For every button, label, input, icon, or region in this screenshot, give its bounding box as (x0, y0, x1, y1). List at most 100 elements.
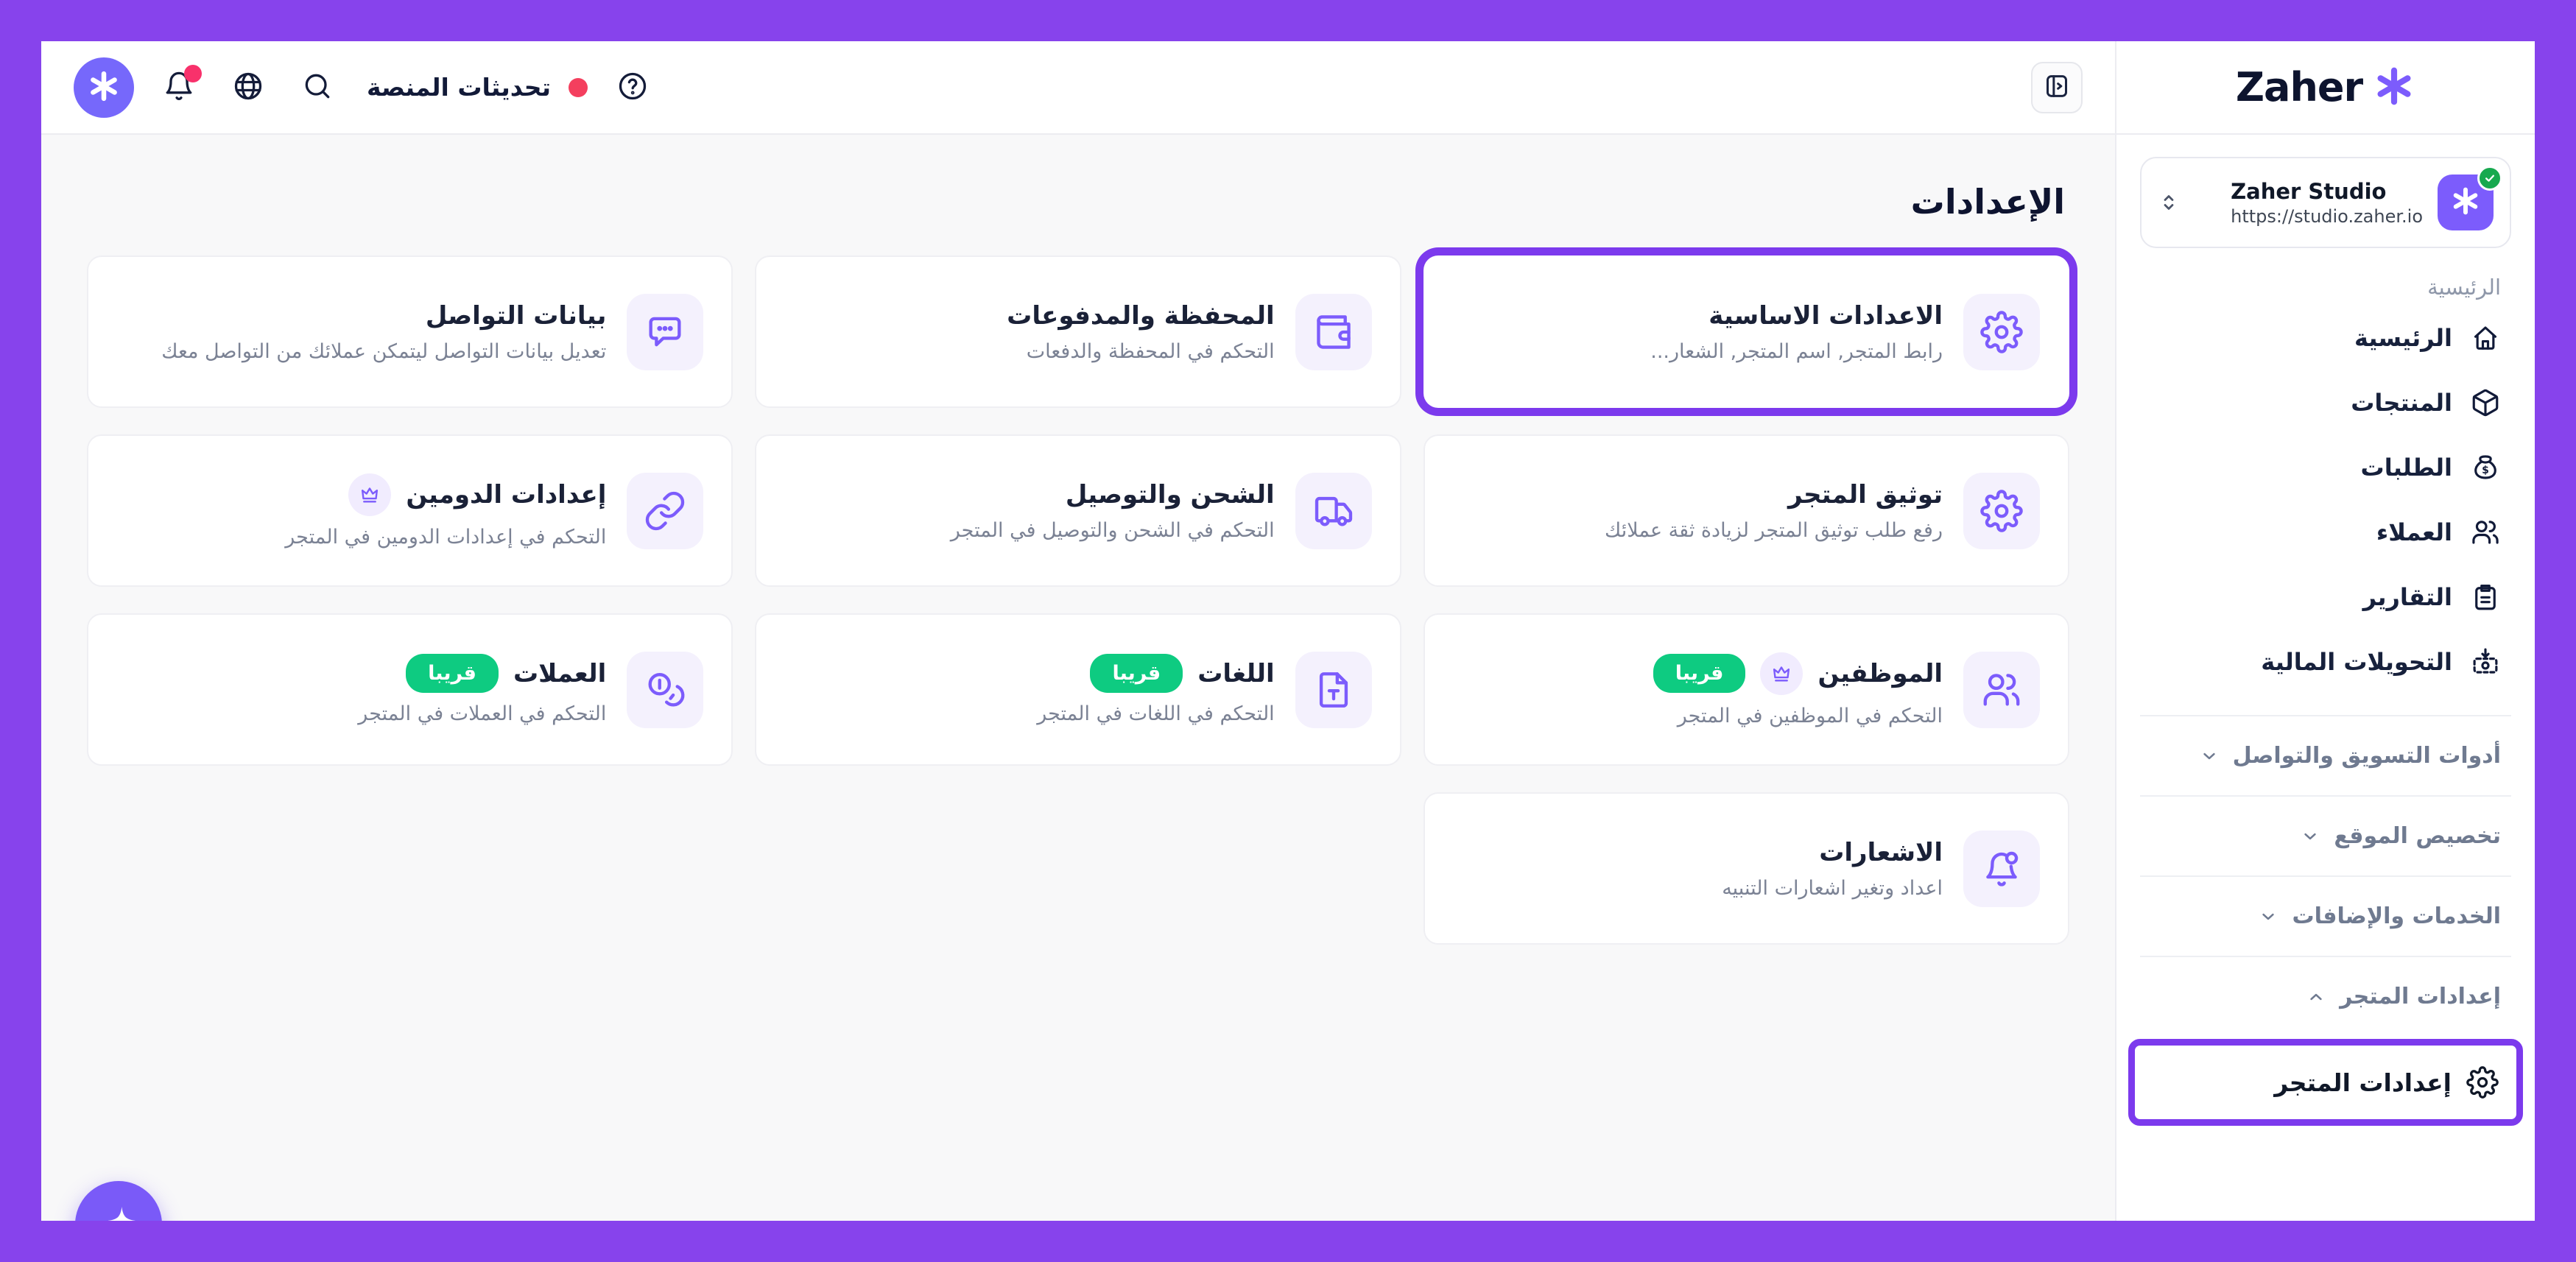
sidebar-group-customize-site[interactable]: تخصيص الموقع (2140, 795, 2511, 875)
card-text: الشحن والتوصيل التحكم في الشحن والتوصيل ف… (951, 480, 1275, 542)
chevron-down-icon (2199, 746, 2220, 766)
settings-card-languages[interactable]: اللغات قريبا التحكم في اللغات في المتجر (755, 613, 1401, 766)
sidebar-body: Zaher Studio https://studio.zaher.io الر… (2116, 135, 2535, 1221)
zaher-logo-mark[interactable] (74, 57, 134, 118)
settings-card-currencies[interactable]: العملات قريبا التحكم في العملات في المتجر (87, 613, 733, 766)
sidebar-group-store-settings[interactable]: إعدادات المتجر (2140, 956, 2511, 1036)
store-avatar (2438, 166, 2502, 230)
card-subtitle: رفع طلب توثيق المتجر لزيادة ثقة عملائك (1605, 518, 1943, 542)
card-subtitle: التحكم في العملات في المتجر (358, 702, 607, 725)
card-text: الاشعارات اعداد وتغير اشعارات التنبيه (1722, 838, 1943, 900)
wallet-icon (1295, 293, 1372, 370)
sidebar-item-label: التقارير (2362, 583, 2452, 611)
gear-icon (1963, 293, 2040, 370)
card-subtitle: التحكم في الموظفين في المتجر (1677, 704, 1943, 727)
panel-collapse-icon (2042, 71, 2072, 103)
card-text: الموظفين قريبا التحكم في الموظفين في المتج… (1653, 652, 1943, 727)
search-icon (301, 70, 334, 105)
chevron-updown-icon[interactable] (2158, 190, 2180, 215)
card-title: الموظفين (1817, 658, 1943, 688)
users-icon (2470, 517, 2501, 548)
asterisk-icon (87, 69, 121, 106)
money-bag-icon: $ (2470, 452, 2501, 483)
sidebar-item-products[interactable]: المنتجات (2140, 370, 2511, 435)
settings-card-domain-settings[interactable]: إعدادات الدومين التحكم في إعدادات الدومين… (87, 434, 733, 587)
sidebar-group-label: أدوات التسويق والتواصل (2232, 743, 2501, 769)
chat-icon (627, 293, 704, 370)
sidebar-item-reports[interactable]: التقارير (2140, 565, 2511, 630)
globe-icon (232, 70, 264, 105)
sidebar-item-label: المنتجات (2351, 389, 2452, 417)
card-text: بيانات التواصل تعديل بيانات التواصل ليتمك… (161, 301, 606, 363)
settings-card-wallet-payments[interactable]: المحفظة والمدفوعات التحكم في المحفظة والد… (755, 255, 1401, 408)
sidebar-group-label: تخصيص الموقع (2334, 823, 2501, 849)
sidebar-item-orders[interactable]: $ الطلبات (2140, 435, 2511, 500)
card-subtitle: التحكم في المحفظة والدفعات (1026, 339, 1275, 363)
card-subtitle: التحكم في الشحن والتوصيل في المتجر (950, 518, 1275, 542)
bell-icon (163, 70, 195, 105)
svg-text:$: $ (2482, 465, 2489, 476)
settings-card-shipping-delivery[interactable]: الشحن والتوصيل التحكم في الشحن والتوصيل ف… (755, 434, 1401, 587)
card-title: توثيق المتجر (1788, 479, 1943, 510)
settings-card-notifications[interactable]: الاشعارات اعداد وتغير اشعارات التنبيه (1423, 792, 2069, 945)
gear-icon (2466, 1066, 2499, 1099)
help-button[interactable] (608, 63, 657, 112)
store-selector[interactable]: Zaher Studio https://studio.zaher.io (2140, 157, 2511, 248)
card-title: اللغات (1197, 658, 1275, 688)
card-text: العملات قريبا التحكم في العملات في المتجر (358, 654, 606, 725)
card-title: الاعدادات الاساسية (1708, 300, 1943, 331)
settings-card-basic-settings[interactable]: الاعدادات الاساسية رابط المتجر, اسم المتج… (1423, 255, 2069, 408)
platform-updates-link[interactable]: تحديثات المنصة (367, 73, 588, 102)
asterisk-icon (2373, 65, 2415, 110)
settings-card-contact-info[interactable]: بيانات التواصل تعديل بيانات التواصل ليتمك… (87, 255, 733, 408)
card-text: الاعدادات الاساسية رابط المتجر, اسم المتج… (1650, 301, 1943, 363)
sidebar-item-label: الرئيسية (2354, 324, 2452, 352)
cash-out-icon (2470, 646, 2501, 677)
notification-dot (184, 64, 202, 82)
sidebar-nav: الرئيسية المنتجات $ الطلبات العملاء التقارير ا… (2140, 306, 2511, 694)
doc-text-icon (1295, 651, 1372, 728)
truck-icon (1295, 472, 1372, 549)
settings-card-staff[interactable]: الموظفين قريبا التحكم في الموظفين في المتج… (1423, 613, 2069, 766)
language-button[interactable] (224, 63, 272, 112)
chevron-down-icon (2300, 826, 2320, 847)
card-title: الشحن والتوصيل (1065, 479, 1275, 510)
store-url: https://studio.zaher.io (2231, 205, 2423, 227)
platform-updates-label: تحديثات المنصة (367, 73, 551, 102)
card-text: اللغات قريبا التحكم في اللغات في المتجر (1037, 654, 1275, 725)
sidebar-group-marketing[interactable]: أدوات التسويق والتواصل (2140, 715, 2511, 795)
card-title: المحفظة والمدفوعات (1007, 300, 1275, 331)
verified-badge-icon (2477, 166, 2502, 191)
settings-card-store-verification[interactable]: توثيق المتجر رفع طلب توثيق المتجر لزيادة … (1423, 434, 2069, 587)
sidebar-item-transfers[interactable]: التحويلات المالية (2140, 630, 2511, 694)
crown-icon (348, 473, 392, 516)
notifications-button[interactable] (155, 63, 203, 112)
search-button[interactable] (293, 63, 342, 112)
sidebar-item-label: العملاء (2376, 518, 2452, 546)
app-canvas: تحديثات المنصة Zaher Zaher Studio (41, 41, 2535, 1221)
help-icon (616, 70, 649, 105)
brand-name: Zaher (2235, 64, 2363, 110)
card-text: توثيق المتجر رفع طلب توثيق المتجر لزيادة … (1605, 480, 1943, 542)
sidebar-item-label: التحويلات المالية (2261, 648, 2452, 676)
card-title: العملات (513, 658, 607, 688)
card-text: إعدادات الدومين التحكم في إعدادات الدومين… (285, 473, 606, 549)
chevron-up-icon (2306, 987, 2326, 1007)
card-subtitle: رابط المتجر, اسم المتجر, الشعار... (1650, 339, 1943, 363)
active-item-label: إعدادات المتجر (2274, 1068, 2452, 1097)
clipboard-icon (2470, 582, 2501, 613)
sparkle-icon (97, 1202, 140, 1221)
sidebar-group-services[interactable]: الخدمات والإضافات (2140, 875, 2511, 956)
sidebar-section-label: الرئيسية (2427, 275, 2501, 300)
sidebar-item-home[interactable]: الرئيسية (2140, 306, 2511, 370)
sidebar: Zaher Zaher Studio https://studio.zaher.… (2115, 41, 2535, 1221)
coming-soon-badge: قريبا (406, 654, 499, 693)
sidebar-collapse-button[interactable] (2031, 61, 2083, 113)
home-icon (2470, 322, 2501, 353)
sidebar-item-store-settings-active[interactable]: إعدادات المتجر (2128, 1039, 2523, 1126)
card-subtitle: التحكم في اللغات في المتجر (1037, 702, 1275, 725)
sidebar-group-label: إعدادات المتجر (2340, 984, 2501, 1009)
bell-alert-icon (1963, 830, 2040, 907)
sidebar-item-customers[interactable]: العملاء (2140, 500, 2511, 565)
